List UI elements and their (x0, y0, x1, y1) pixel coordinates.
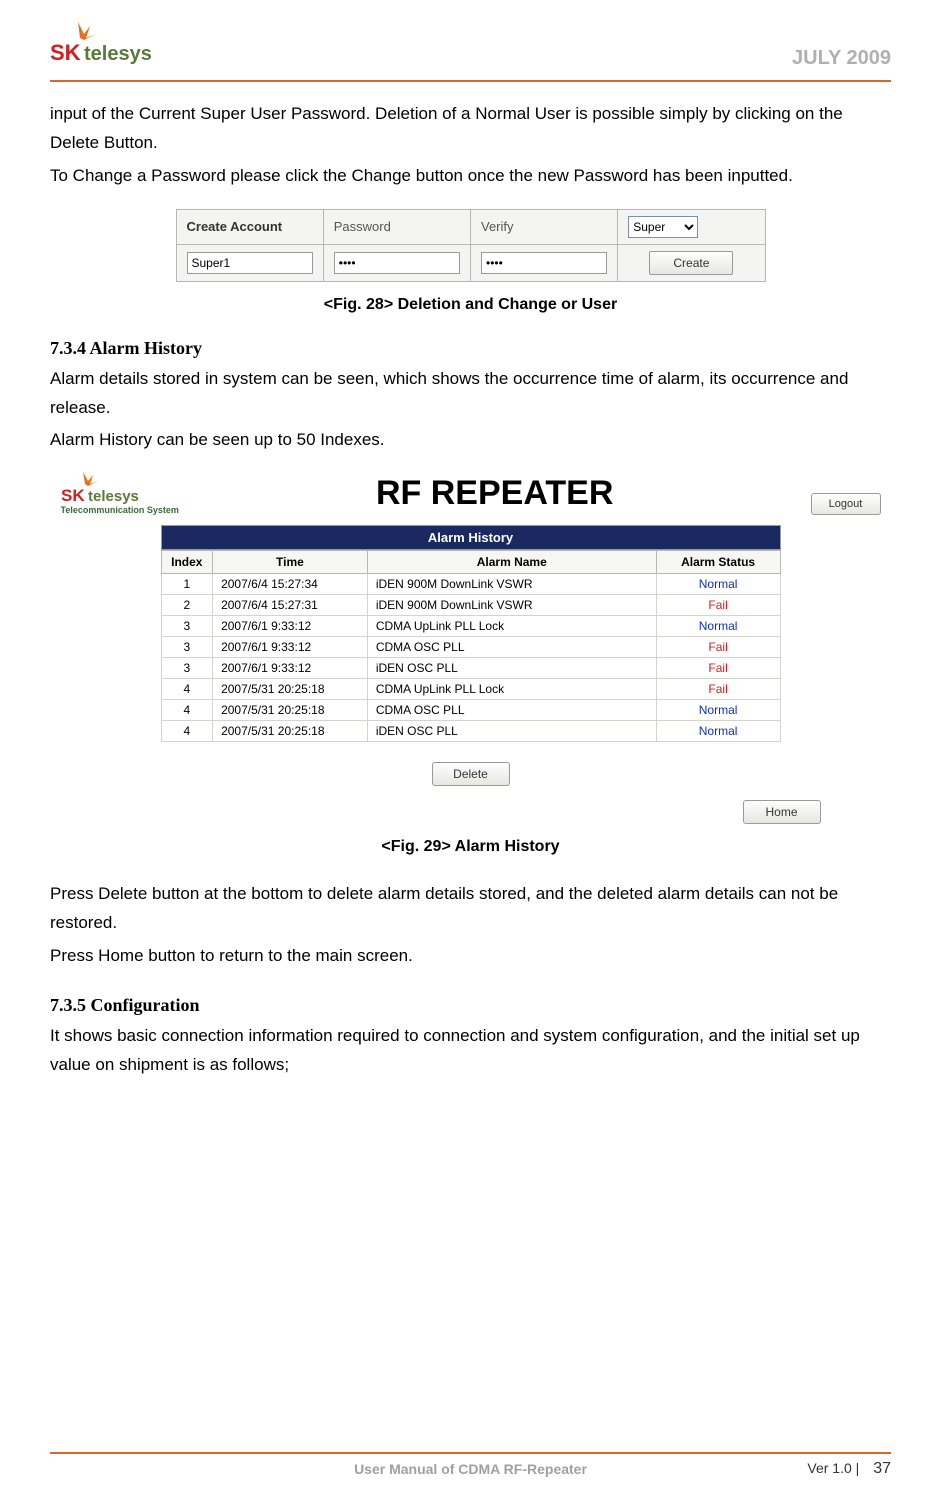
alarm-cell-time: 2007/6/1 9:33:12 (213, 637, 368, 658)
alarm-logo: SK telesys Telecommunication System (61, 471, 179, 515)
logout-button[interactable]: Logout (811, 493, 881, 515)
alarm-col-index: Index (161, 551, 213, 574)
alarm-cell-name: iDEN OSC PLL (367, 721, 656, 742)
alarm-cell-time: 2007/5/31 20:25:18 (213, 700, 368, 721)
footer-title: User Manual of CDMA RF-Repeater (354, 1461, 587, 1477)
alarm-cell-index: 4 (161, 721, 213, 742)
alarm-cell-time: 2007/6/4 15:27:31 (213, 595, 368, 616)
alarm-table-row: 42007/5/31 20:25:18iDEN OSC PLLNormal (161, 721, 780, 742)
alarm-cell-index: 4 (161, 679, 213, 700)
level-select[interactable]: Super (628, 216, 698, 238)
verify-input[interactable] (481, 252, 607, 274)
footer-version: Ver 1.0 | (807, 1460, 859, 1476)
alarm-cell-name: iDEN 900M DownLink VSWR (367, 574, 656, 595)
alarm-cell-name: iDEN OSC PLL (367, 658, 656, 679)
alarm-cell-time: 2007/5/31 20:25:18 (213, 679, 368, 700)
account-input[interactable] (187, 252, 313, 274)
alarm-table-row: 32007/6/1 9:33:12CDMA UpLink PLL LockNor… (161, 616, 780, 637)
alarm-panel-title: Alarm History (161, 525, 781, 550)
section-735-heading: 7.3.5 Configuration (50, 995, 891, 1016)
svg-text:telesys: telesys (84, 43, 152, 65)
section-734-p1: Alarm details stored in system can be se… (50, 365, 891, 423)
alarm-cell-status: Fail (656, 679, 780, 700)
alarm-cell-index: 4 (161, 700, 213, 721)
alarm-cell-status: Fail (656, 658, 780, 679)
alarm-cell-index: 2 (161, 595, 213, 616)
alarm-title: RF REPEATER (179, 474, 811, 513)
after-fig29-p2: Press Home button to return to the main … (50, 942, 891, 971)
alarm-cell-status: Normal (656, 616, 780, 637)
alarm-cell-time: 2007/6/1 9:33:12 (213, 616, 368, 637)
footer-page-number: 37 (873, 1460, 891, 1477)
intro-paragraph-2: To Change a Password please click the Ch… (50, 162, 891, 191)
alarm-col-status: Alarm Status (656, 551, 780, 574)
alarm-table-row: 12007/6/4 15:27:34iDEN 900M DownLink VSW… (161, 574, 780, 595)
alarm-cell-status: Fail (656, 637, 780, 658)
password-input[interactable] (334, 252, 460, 274)
alarm-table-row: 32007/6/1 9:33:12iDEN OSC PLLFail (161, 658, 780, 679)
alarm-table-row: 42007/5/31 20:25:18CDMA UpLink PLL LockF… (161, 679, 780, 700)
alarm-cell-status: Normal (656, 700, 780, 721)
alarm-table-row: 32007/6/1 9:33:12CDMA OSC PLLFail (161, 637, 780, 658)
footer-divider (50, 1452, 891, 1454)
create-button[interactable]: Create (649, 251, 733, 275)
after-fig29-p1: Press Delete button at the bottom to del… (50, 880, 891, 938)
alarm-cell-time: 2007/5/31 20:25:18 (213, 721, 368, 742)
section-734-heading: 7.3.4 Alarm History (50, 338, 891, 359)
intro-paragraph-1: input of the Current Super User Password… (50, 100, 891, 158)
home-button[interactable]: Home (743, 800, 821, 824)
svg-text:SK: SK (61, 486, 85, 505)
alarm-cell-status: Fail (656, 595, 780, 616)
alarm-cell-name: iDEN 900M DownLink VSWR (367, 595, 656, 616)
create-account-figure: Create Account Password Verify Super Cre… (176, 209, 766, 282)
header-date: JULY 2009 (792, 47, 891, 70)
alarm-logo-subtitle: Telecommunication System (61, 505, 179, 515)
alarm-table-row: 42007/5/31 20:25:18CDMA OSC PLLNormal (161, 700, 780, 721)
alarm-cell-name: CDMA UpLink PLL Lock (367, 679, 656, 700)
alarm-cell-index: 3 (161, 637, 213, 658)
alarm-col-name: Alarm Name (367, 551, 656, 574)
ca-header-account: Create Account (176, 209, 323, 244)
alarm-history-figure: SK telesys Telecommunication System RF R… (61, 471, 881, 824)
svg-text:telesys: telesys (88, 488, 139, 505)
svg-text:SK: SK (50, 40, 81, 65)
alarm-cell-time: 2007/6/1 9:33:12 (213, 658, 368, 679)
alarm-cell-status: Normal (656, 574, 780, 595)
alarm-cell-name: CDMA OSC PLL (367, 700, 656, 721)
alarm-cell-name: CDMA OSC PLL (367, 637, 656, 658)
create-account-table: Create Account Password Verify Super Cre… (176, 209, 766, 282)
alarm-cell-index: 3 (161, 616, 213, 637)
sk-telesys-logo: SK telesys (50, 20, 190, 70)
section-735-p1: It shows basic connection information re… (50, 1022, 891, 1080)
alarm-col-time: Time (213, 551, 368, 574)
header-divider (50, 80, 891, 82)
alarm-cell-name: CDMA UpLink PLL Lock (367, 616, 656, 637)
fig29-caption: <Fig. 29> Alarm History (50, 838, 891, 856)
section-734-p2: Alarm History can be seen up to 50 Index… (50, 426, 891, 455)
page-header: SK telesys JULY 2009 (50, 20, 891, 70)
alarm-cell-index: 1 (161, 574, 213, 595)
ca-header-verify: Verify (471, 209, 618, 244)
alarm-cell-status: Normal (656, 721, 780, 742)
alarm-table-row: 22007/6/4 15:27:31iDEN 900M DownLink VSW… (161, 595, 780, 616)
alarm-cell-time: 2007/6/4 15:27:34 (213, 574, 368, 595)
alarm-history-table: Index Time Alarm Name Alarm Status 12007… (161, 550, 781, 742)
ca-level-cell: Super (618, 209, 765, 244)
delete-button[interactable]: Delete (432, 762, 510, 786)
page-footer: User Manual of CDMA RF-Repeater Ver 1.0 … (50, 1452, 891, 1478)
alarm-cell-index: 3 (161, 658, 213, 679)
ca-header-password: Password (323, 209, 470, 244)
fig28-caption: <Fig. 28> Deletion and Change or User (50, 296, 891, 314)
